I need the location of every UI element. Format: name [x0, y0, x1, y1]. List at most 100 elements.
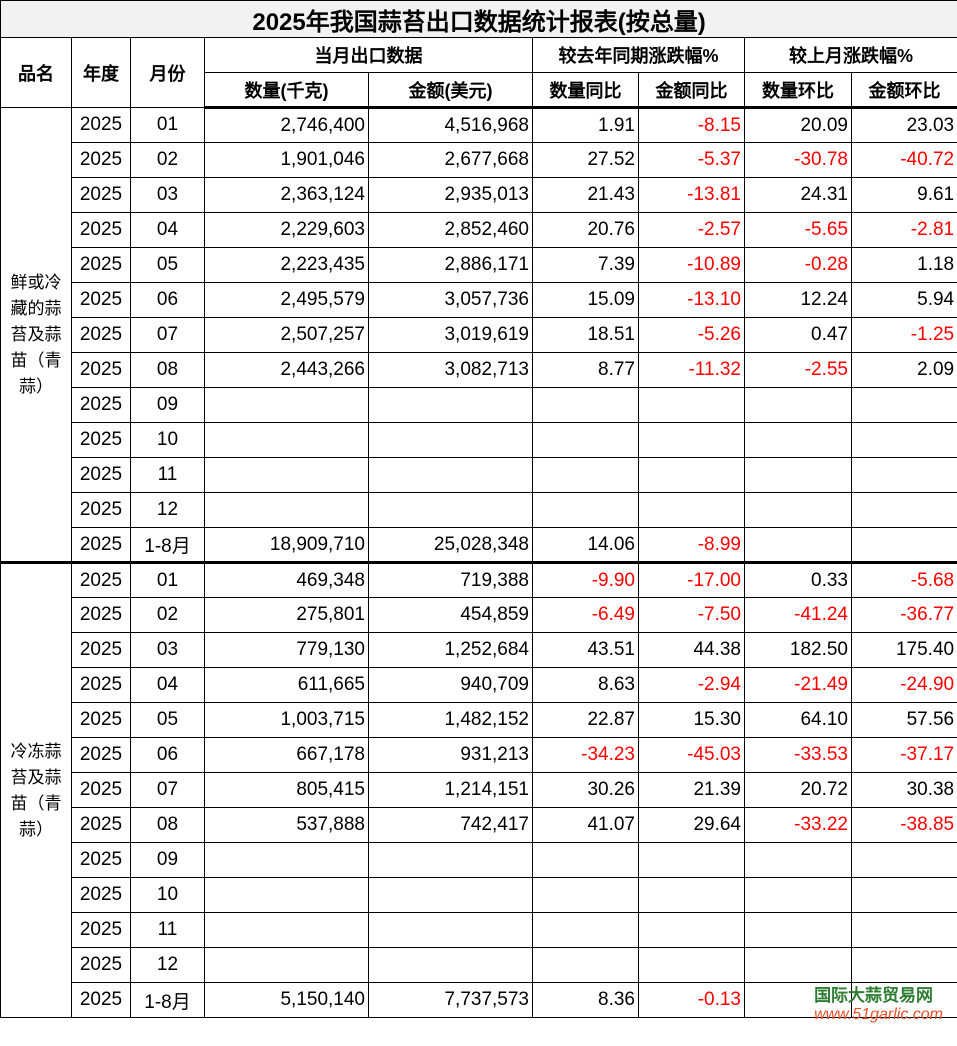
- cell-amount: 25,028,348: [368, 527, 533, 563]
- cell-amount: [368, 492, 533, 528]
- cell-quantity: 537,888: [204, 807, 369, 843]
- cell-year: 2025: [71, 772, 131, 808]
- cell-amt-mom: [850, 842, 957, 878]
- cell-amt-yoy: -17.00: [638, 561, 745, 598]
- cell-year: 2025: [71, 632, 131, 668]
- table-row: 2025 02 1,901,046 2,677,668 27.52 -5.37 -30.78…: [1, 142, 957, 178]
- cell-month: 06: [130, 737, 205, 773]
- table-row: 2025 1-8月 18,909,710 25,028,348 14.06 -8.99: [1, 527, 957, 563]
- cell-amount: [368, 842, 533, 878]
- table-row: 2025 04 2,229,603 2,852,460 20.76 -2.57 -5.65-…: [1, 212, 957, 248]
- cell-month: 04: [130, 212, 205, 248]
- cell-year: 2025: [71, 737, 131, 773]
- cell-month: 02: [130, 142, 205, 178]
- cell-year: 2025: [71, 702, 131, 738]
- cell-quantity: 2,495,579: [204, 282, 369, 318]
- cell-qty-mom: 182.50: [744, 632, 852, 668]
- cell-amt-mom: [850, 877, 957, 913]
- cell-qty-yoy: 20.76: [532, 212, 639, 248]
- cell-amt-yoy: 15.30: [638, 702, 745, 738]
- cell-qty-mom: [744, 877, 852, 913]
- cell-month: 11: [130, 912, 205, 948]
- cell-year: 2025: [71, 142, 131, 178]
- cell-amt-yoy: -10.89: [638, 247, 745, 283]
- cell-amt-mom: -40.72: [850, 142, 957, 178]
- cell-quantity: 667,178: [204, 737, 369, 773]
- cell-qty-yoy: 8.36: [532, 982, 639, 1018]
- cell-amount: [368, 422, 533, 458]
- cell-quantity: 1,901,046: [204, 142, 369, 178]
- cell-amt-mom: [850, 912, 957, 948]
- cell-amt-mom: -2.81: [850, 212, 957, 248]
- cell-month: 01: [130, 107, 205, 143]
- cell-month: 05: [130, 247, 205, 283]
- cell-amt-yoy: -8.15: [638, 107, 745, 143]
- cell-qty-yoy: [532, 457, 639, 493]
- cell-qty-mom: 12.24: [744, 282, 852, 318]
- cell-qty-mom: [744, 387, 852, 423]
- cell-amount: 940,709: [368, 667, 533, 703]
- table-row: 2025 03 779,130 1,252,684 43.51 44.38 182.50 17…: [1, 632, 957, 668]
- cell-qty-yoy: 22.87: [532, 702, 639, 738]
- cell-quantity: 2,443,266: [204, 352, 369, 388]
- product-name: 鲜或冷藏的蒜苔及蒜苗（青蒜）: [0, 107, 72, 563]
- watermark-name: 国际大蒜贸易网: [814, 986, 934, 1005]
- cell-amt-yoy: [638, 387, 745, 423]
- cell-qty-mom: -5.65: [744, 212, 852, 248]
- table-row: 2025 03 2,363,124 2,935,013 21.43 -13.81 24.31…: [1, 177, 957, 213]
- header-product: 品名: [0, 37, 72, 108]
- cell-year: 2025: [71, 457, 131, 493]
- cell-amt-yoy: -45.03: [638, 737, 745, 773]
- cell-amt-mom: [850, 947, 957, 983]
- cell-amt-mom: [850, 527, 957, 563]
- cell-amount: 1,482,152: [368, 702, 533, 738]
- cell-amt-yoy: [638, 877, 745, 913]
- cell-year: 2025: [71, 247, 131, 283]
- cell-qty-mom: [744, 457, 852, 493]
- cell-qty-mom: 24.31: [744, 177, 852, 213]
- cell-quantity: 18,909,710: [204, 527, 369, 563]
- cell-amount: [368, 947, 533, 983]
- cell-year: 2025: [71, 667, 131, 703]
- table-row: 冷冻蒜苔及蒜苗（青蒜） 2025 01 469,348 719,388 -9.90 -17.…: [0, 561, 957, 1018]
- table-row: 2025 10: [1, 422, 957, 458]
- cell-amt-yoy: [638, 492, 745, 528]
- table-row: 2025 11: [1, 912, 957, 948]
- cell-qty-mom: -21.49: [744, 667, 852, 703]
- table-row: 2025 08 2,443,266 3,082,713 8.77 -11.32 -2.55 2…: [1, 352, 957, 388]
- cell-amt-yoy: -0.13: [638, 982, 745, 1018]
- cell-amount: 3,082,713: [368, 352, 533, 388]
- cell-amt-mom: [850, 457, 957, 493]
- cell-year: 2025: [71, 807, 131, 843]
- cell-qty-mom: 64.10: [744, 702, 852, 738]
- cell-month: 01: [130, 561, 205, 598]
- cell-qty-yoy: [532, 492, 639, 528]
- cell-qty-yoy: [532, 842, 639, 878]
- cell-month: 08: [130, 807, 205, 843]
- cell-qty-yoy: -9.90: [532, 561, 639, 598]
- cell-quantity: 2,223,435: [204, 247, 369, 283]
- header-qty-mom: 数量环比: [744, 72, 852, 109]
- cell-qty-mom: -0.28: [744, 247, 852, 283]
- cell-year: 2025: [71, 177, 131, 213]
- cell-amt-mom: 57.56: [850, 702, 957, 738]
- table-row: 2025 06 2,495,579 3,057,736 15.09 -13.10 12.24…: [1, 282, 957, 318]
- product-name: 冷冻蒜苔及蒜苗（青蒜）: [0, 561, 72, 1018]
- cell-quantity: 2,363,124: [204, 177, 369, 213]
- cell-qty-yoy: [532, 877, 639, 913]
- table-row: 2025 1-8月 5,150,140 7,737,573 8.36 -0.13: [1, 982, 957, 1018]
- table-row: 2025 09: [1, 842, 957, 878]
- cell-year: 2025: [71, 352, 131, 388]
- cell-month: 12: [130, 947, 205, 983]
- cell-month: 03: [130, 177, 205, 213]
- cell-qty-mom: [744, 912, 852, 948]
- cell-qty-mom: [744, 492, 852, 528]
- table-row: 2025 11: [1, 457, 957, 493]
- cell-qty-mom: [744, 947, 852, 983]
- cell-month: 09: [130, 387, 205, 423]
- cell-year: 2025: [71, 877, 131, 913]
- cell-amount: 2,886,171: [368, 247, 533, 283]
- table-row: 2025 07 2,507,257 3,019,619 18.51 -5.26 0.47 -1…: [1, 317, 957, 353]
- table-body: 鲜或冷藏的蒜苔及蒜苗（青蒜） 2025 01 2,746,400 4,516,968 1.…: [0, 107, 957, 1018]
- cell-year: 2025: [71, 561, 131, 598]
